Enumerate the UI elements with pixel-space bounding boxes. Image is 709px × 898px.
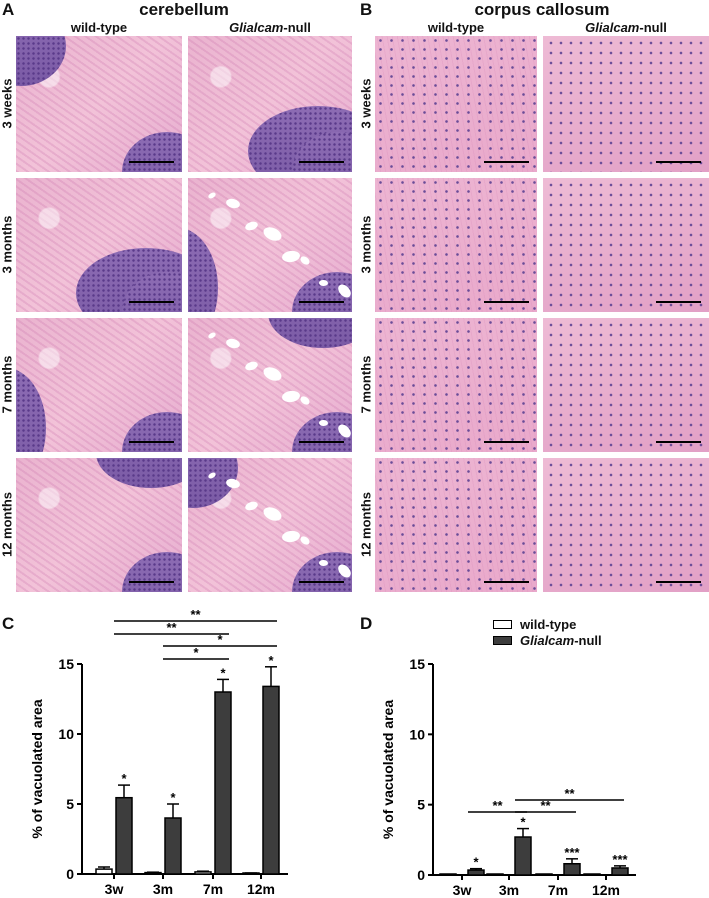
legend-swatch-null (493, 636, 512, 645)
significance-mark: * (170, 790, 176, 805)
y-tick-label: 0 (417, 867, 425, 883)
scale-bar (484, 301, 529, 303)
significance-mark: * (520, 815, 526, 830)
y-tick-label: 0 (66, 866, 74, 882)
x-tick-label: 12m (247, 881, 275, 897)
scale-bar (484, 161, 529, 163)
significance-mark: * (220, 665, 226, 680)
scale-bar (299, 581, 344, 583)
panel-a-title: cerebellum (139, 0, 229, 19)
legend: wild-type Glialcam-null (493, 617, 602, 649)
significance-mark: *** (564, 845, 580, 860)
legend-item-null: Glialcam-null (493, 633, 602, 649)
bar-wild-type-12m (242, 872, 260, 875)
bar-wild-type-3m (144, 871, 162, 875)
legend-swatch-wildtype (493, 620, 512, 629)
y-tick-label: 5 (66, 796, 74, 812)
scale-bar (656, 581, 701, 583)
bar-glialcam-null-3m (514, 836, 532, 876)
y-tick-label: 10 (409, 726, 425, 742)
corpus-callosum-null-micrograph (543, 178, 709, 312)
significance-mark: *** (612, 852, 628, 867)
scale-bar (656, 301, 701, 303)
corpus-callosum-wildtype-micrograph (375, 178, 537, 312)
x-tick-label: 3m (153, 881, 173, 897)
corpus-callosum-wildtype-micrograph (375, 458, 537, 592)
panel-d-letter: D (360, 614, 373, 633)
corpus-callosum-null-micrograph (543, 458, 709, 592)
panel-a-col-wildtype: wild-type (70, 20, 128, 35)
cerebellum-null-micrograph (188, 318, 352, 452)
significance-mark: * (473, 855, 479, 870)
cerebellum-null-micrograph (188, 178, 352, 312)
x-tick-label: 7m (203, 881, 223, 897)
y-axis-label: % of vacuolated area (380, 700, 396, 839)
y-tick-label: 15 (58, 656, 74, 672)
bar-wild-type-3m (486, 873, 504, 876)
scale-bar (299, 441, 344, 443)
comparison-label: ** (564, 786, 575, 801)
panel-b-col-null: Glialcam-null (585, 20, 667, 35)
significance-mark: * (121, 771, 127, 786)
x-tick-label: 3w (453, 882, 472, 898)
panel-a-col-null: Glialcam-null (229, 20, 311, 35)
bar-glialcam-null-3w (467, 869, 485, 876)
bar-wild-type-7m (535, 873, 553, 876)
bar-glialcam-null-3m (164, 817, 182, 875)
scale-bar (484, 441, 529, 443)
scale-bar (129, 301, 174, 303)
scale-bar (299, 161, 344, 163)
cerebellum-wildtype-micrograph (16, 178, 182, 312)
comparison-label: * (217, 632, 223, 647)
bar-glialcam-null-12m (611, 867, 629, 876)
cerebellum-wildtype-micrograph (16, 36, 182, 172)
scale-bar (299, 301, 344, 303)
cerebellum-null-micrograph (188, 458, 352, 592)
comparison-label: ** (190, 607, 201, 622)
panel-c-letter: C (2, 614, 15, 633)
scale-bar (484, 581, 529, 583)
bar-wild-type-3w (439, 873, 457, 876)
x-tick-label: 3w (105, 881, 124, 897)
cerebellum-wildtype-micrograph (16, 458, 182, 592)
scale-bar (656, 161, 701, 163)
cerebellum-null-micrograph (188, 36, 352, 172)
bar-wild-type-7m (194, 871, 212, 875)
scale-bar (129, 581, 174, 583)
x-tick-label: 7m (548, 882, 568, 898)
y-tick-label: 10 (58, 726, 74, 742)
bar-wild-type-3w (95, 868, 113, 875)
cerebellum-wildtype-micrograph (16, 318, 182, 452)
comparison-label: * (193, 645, 199, 660)
panel-b-title: corpus callosum (474, 0, 610, 19)
corpus-callosum-wildtype-micrograph (375, 318, 537, 452)
panel-b-letter: B (360, 0, 373, 19)
significance-mark: * (268, 653, 274, 668)
scale-bar (129, 441, 174, 443)
comparison-label: ** (492, 798, 503, 813)
x-tick-label: 3m (499, 882, 519, 898)
corpus-callosum-null-micrograph (543, 36, 709, 172)
panel-a-letter: A (2, 0, 15, 19)
y-tick-label: 15 (409, 656, 425, 672)
comparison-label: ** (540, 798, 551, 813)
bar-glialcam-null-12m (262, 685, 280, 875)
corpus-callosum-null-micrograph (543, 318, 709, 452)
bar-glialcam-null-7m (563, 862, 581, 876)
scale-bar (129, 161, 174, 163)
corpus-callosum-wildtype-micrograph (375, 36, 537, 172)
comparison-label: ** (166, 620, 177, 635)
legend-item-wildtype: wild-type (493, 617, 602, 633)
x-tick-label: 12m (592, 882, 620, 898)
panel-b-col-wildtype: wild-type (427, 20, 485, 35)
scale-bar (656, 441, 701, 443)
bar-glialcam-null-7m (214, 691, 232, 875)
y-axis-label: % of vacuolated area (29, 699, 45, 838)
bar-wild-type-12m (583, 873, 601, 876)
bar-glialcam-null-3w (115, 796, 133, 875)
y-tick-label: 5 (417, 797, 425, 813)
